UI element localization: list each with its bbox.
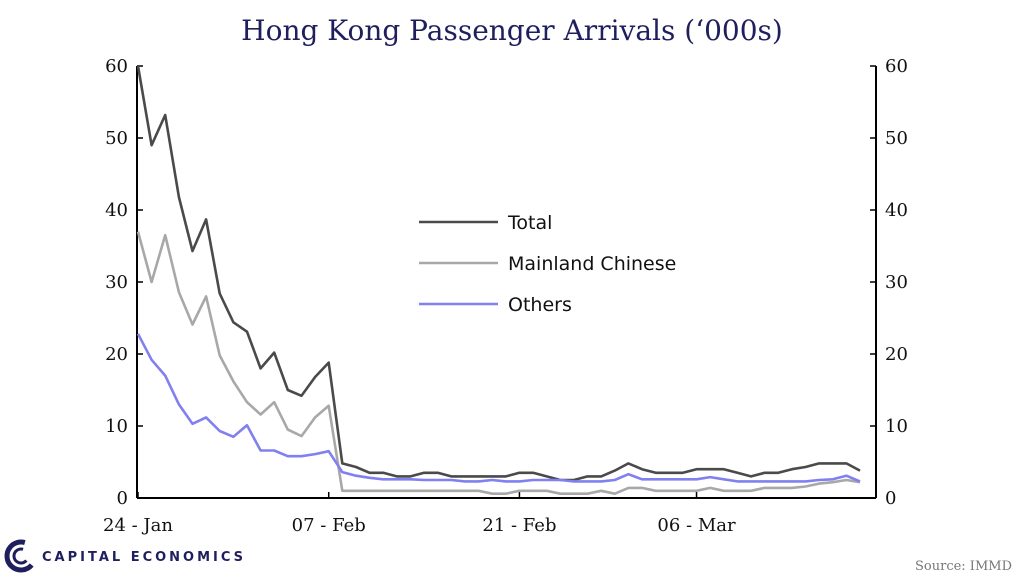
y-tick-label-right: 30 <box>885 272 908 293</box>
source-note: Source: IMMD <box>915 559 1012 574</box>
series-line-mainland-chinese <box>136 231 861 496</box>
y-tick-label-left: 60 <box>105 56 128 77</box>
x-tick-label: 07 - Feb <box>292 515 366 536</box>
y-tick-label-left: 40 <box>105 200 128 221</box>
x-tick-label: 24 - Jan <box>103 515 173 536</box>
capital-economics-logo: CAPITAL ECONOMICS <box>4 539 246 573</box>
y-tick-label-left: 0 <box>117 488 128 509</box>
y-tick-label-left: 30 <box>105 272 128 293</box>
y-tick-label-right: 10 <box>885 416 908 437</box>
y-tick-label-right: 40 <box>885 200 908 221</box>
axes <box>136 66 877 499</box>
y-tick-label-right: 20 <box>885 344 908 365</box>
series-line-total <box>136 65 861 482</box>
x-tick-label: 21 - Feb <box>482 515 556 536</box>
y-tick-label-right: 50 <box>885 128 908 149</box>
chart-title: Hong Kong Passenger Arrivals (‘000s) <box>241 14 783 47</box>
x-tick-label: 06 - Mar <box>657 515 736 536</box>
y-tick-label-left: 20 <box>105 344 128 365</box>
y-tick-label-right: 0 <box>885 488 896 509</box>
legend-label: Mainland Chinese <box>508 253 676 275</box>
logo-text: CAPITAL ECONOMICS <box>42 550 246 565</box>
series <box>136 65 861 496</box>
y-tick-label-left: 50 <box>105 128 128 149</box>
legend-label: Others <box>508 294 572 316</box>
y-tick-label-left: 10 <box>105 416 128 437</box>
ticks: 0 0 10 10 20 20 30 30 40 40 50 50 60 60 24 - Jan 07 - F… <box>103 56 908 536</box>
legend: Total Mainland Chinese Others <box>419 212 676 316</box>
legend-label: Total <box>507 212 552 234</box>
series-line-others <box>136 333 861 483</box>
logo-mark-icon <box>4 539 38 573</box>
y-tick-label-right: 60 <box>885 56 908 77</box>
